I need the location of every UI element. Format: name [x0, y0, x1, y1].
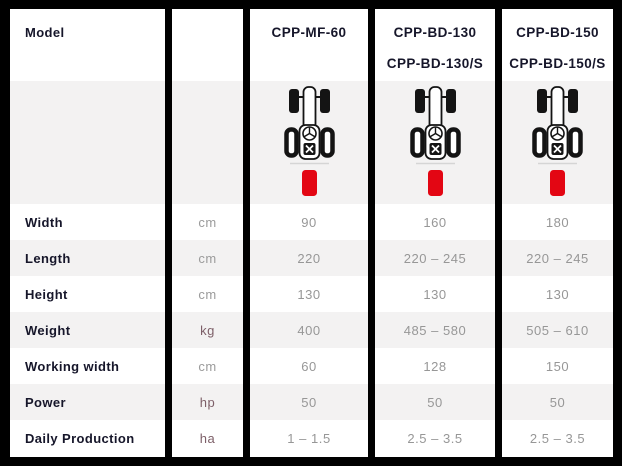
value-length-cpp-bd-130: 220 – 245 — [375, 240, 495, 276]
value-height-cpp-bd-130: 130 — [375, 276, 495, 312]
value-daily-production-cpp-bd-150: 2.5 – 3.5 — [502, 420, 613, 457]
value-height-cpp-bd-150: 130 — [502, 276, 613, 312]
image-row-label-cell — [10, 81, 165, 204]
row-label-width: Width — [10, 204, 165, 240]
unit-weight: kg — [172, 312, 243, 348]
value-length-cpp-mf-60: 220 — [250, 240, 368, 276]
value-working-width-cpp-mf-60: 60 — [250, 348, 368, 384]
row-label-height: Height — [10, 276, 165, 312]
value-length-cpp-bd-150: 220 – 245 — [502, 240, 613, 276]
model-column-cpp-bd-130: CPP-BD-130 CPP-BD-130/S — [375, 9, 495, 81]
value-weight-cpp-bd-150: 505 – 610 — [502, 312, 613, 348]
value-power-cpp-bd-150: 50 — [502, 384, 613, 420]
row-label-length: Length — [10, 240, 165, 276]
image-row-unit-cell — [172, 81, 243, 204]
row-label-power: Power — [10, 384, 165, 420]
value-weight-cpp-mf-60: 400 — [250, 312, 368, 348]
row-label-working-width: Working width — [10, 348, 165, 384]
tractor-top-view-icon — [283, 86, 335, 196]
unit-daily-production: ha — [172, 420, 243, 457]
value-power-cpp-bd-130: 50 — [375, 384, 495, 420]
model-name-variant: CPP-BD-130/S — [386, 56, 484, 71]
value-working-width-cpp-bd-130: 128 — [375, 348, 495, 384]
value-daily-production-cpp-mf-60: 1 – 1.5 — [250, 420, 368, 457]
machine-image-cpp-bd-130 — [375, 81, 495, 204]
tractor-top-view-icon — [409, 86, 461, 196]
model-column-cpp-bd-150: CPP-BD-150 CPP-BD-150/S — [502, 9, 613, 81]
tractor-top-view-icon — [532, 86, 583, 196]
model-name: CPP-BD-150 — [516, 25, 599, 40]
unit-length: cm — [172, 240, 243, 276]
unit-power: hp — [172, 384, 243, 420]
model-column-cpp-mf-60: CPP-MF-60 — [250, 9, 368, 81]
row-label-daily-production: Daily Production — [10, 420, 165, 457]
value-width-cpp-bd-150: 180 — [502, 204, 613, 240]
unit-height: cm — [172, 276, 243, 312]
model-name: CPP-MF-60 — [271, 25, 347, 40]
value-daily-production-cpp-bd-130: 2.5 – 3.5 — [375, 420, 495, 457]
model-name-variant: CPP-BD-150/S — [509, 56, 606, 71]
unit-column-header-cell — [172, 9, 243, 81]
value-width-cpp-bd-130: 160 — [375, 204, 495, 240]
machine-image-cpp-bd-150 — [502, 81, 613, 204]
model-header-label: Model — [10, 9, 165, 81]
row-label-weight: Weight — [10, 312, 165, 348]
spec-table: Model CPP-MF-60 CPP-BD-130 CPP-BD-130/S … — [10, 9, 613, 457]
machine-image-cpp-mf-60 — [250, 81, 368, 204]
value-power-cpp-mf-60: 50 — [250, 384, 368, 420]
unit-working-width: cm — [172, 348, 243, 384]
value-weight-cpp-bd-130: 485 – 580 — [375, 312, 495, 348]
model-name: CPP-BD-130 — [393, 25, 477, 40]
value-width-cpp-mf-60: 90 — [250, 204, 368, 240]
unit-width: cm — [172, 204, 243, 240]
value-height-cpp-mf-60: 130 — [250, 276, 368, 312]
value-working-width-cpp-bd-150: 150 — [502, 348, 613, 384]
